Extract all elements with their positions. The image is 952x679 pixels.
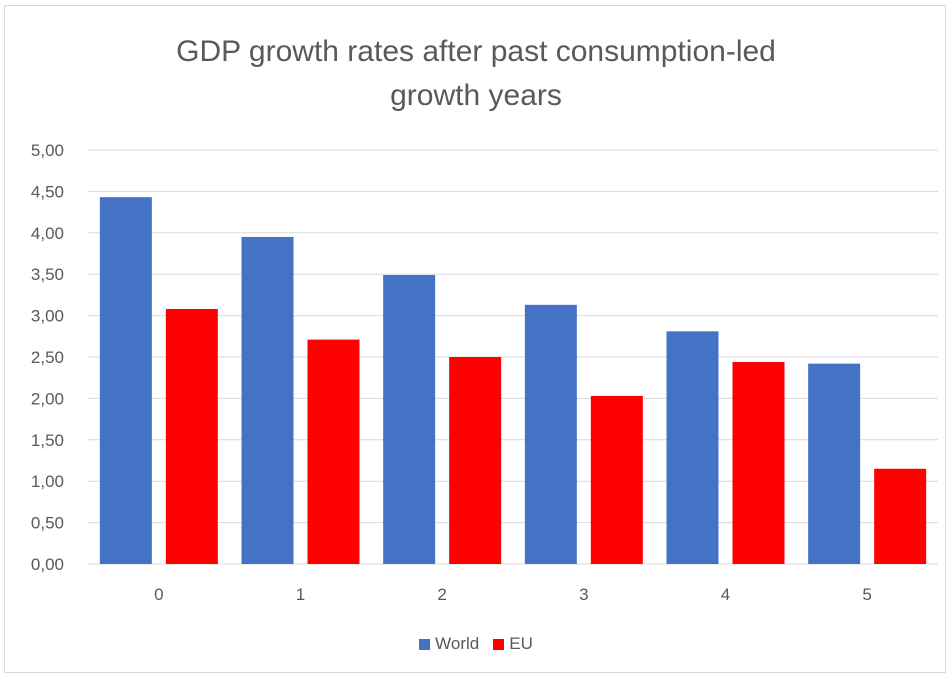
bars	[99, 197, 927, 565]
bar-world-1	[241, 236, 294, 564]
y-tick-label: 1,00	[31, 472, 64, 491]
bar-eu-3	[590, 395, 643, 564]
legend-label-eu: EU	[509, 634, 533, 653]
x-tick-label: 2	[437, 585, 446, 604]
x-tick-label: 3	[579, 585, 588, 604]
y-tick-label: 4,00	[31, 224, 64, 243]
bar-world-4	[666, 331, 719, 564]
y-tick-label: 1,50	[31, 431, 64, 450]
chart-title-line-2: growth years	[390, 79, 562, 112]
legend-item-eu: EU	[493, 634, 533, 654]
y-tick-label: 4,50	[31, 182, 64, 201]
legend-swatch-world	[419, 638, 431, 650]
x-tick-label: 5	[862, 585, 871, 604]
bar-eu-5	[874, 468, 927, 564]
legend-item-world: World	[419, 634, 479, 654]
y-tick-label: 3,50	[31, 265, 64, 284]
bar-eu-4	[732, 361, 785, 564]
x-axis-ticks: 0 1 2 3 4 5	[154, 585, 872, 604]
y-tick-label: 3,00	[31, 307, 64, 326]
gridlines	[88, 149, 938, 565]
bar-world-2	[383, 275, 436, 564]
y-axis-ticks: 0,00 0,50 1,00 1,50 2,00 2,50 3,00 3,50 4,00 4,50…	[31, 141, 64, 574]
y-tick-label: 0,00	[31, 555, 64, 574]
legend-label-world: World	[435, 634, 480, 653]
bar-world-0	[99, 197, 152, 565]
y-tick-label: 0,50	[31, 514, 64, 533]
chart-title: GDP growth rates after past consumption-…	[0, 30, 952, 118]
bar-world-3	[524, 304, 577, 564]
y-tick-label: 2,50	[31, 348, 64, 367]
chart-title-line-1: GDP growth rates after past consumption-…	[176, 35, 776, 68]
legend-swatch-eu	[493, 638, 505, 650]
legend: World EU	[0, 634, 952, 654]
bar-world-5	[808, 363, 861, 564]
bar-eu-1	[307, 339, 360, 564]
x-tick-label: 1	[296, 585, 305, 604]
bar-eu-0	[165, 308, 218, 564]
x-tick-label: 0	[154, 585, 163, 604]
x-tick-label: 4	[721, 585, 730, 604]
y-tick-label: 2,00	[31, 389, 64, 408]
y-tick-label: 5,00	[31, 141, 64, 160]
bar-eu-2	[449, 357, 502, 564]
